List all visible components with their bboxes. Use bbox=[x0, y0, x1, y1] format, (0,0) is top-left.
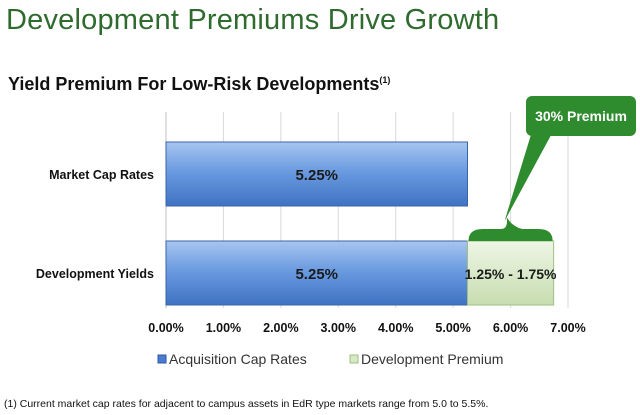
bar-acquisition-cap-rate bbox=[165, 141, 468, 207]
x-tick-label: 1.00% bbox=[206, 321, 241, 335]
category-label: Development Yields bbox=[36, 267, 154, 281]
callout-pointer bbox=[504, 136, 551, 221]
x-tick-label: 6.00% bbox=[493, 321, 528, 335]
bar-data-label: 5.25% bbox=[295, 266, 338, 283]
bar-development-premium bbox=[467, 240, 555, 306]
x-tick-label: 4.00% bbox=[378, 321, 413, 335]
x-tick-label: 3.00% bbox=[321, 321, 356, 335]
category-label: Market Cap Rates bbox=[49, 168, 154, 182]
callout-brace bbox=[468, 217, 553, 241]
slide-title: Development Premiums Drive Growth bbox=[6, 4, 500, 36]
legend-swatch bbox=[349, 354, 359, 364]
x-tick-label: 0.00% bbox=[148, 321, 183, 335]
x-tick-label: 2.00% bbox=[263, 321, 298, 335]
callout-text: 30% Premium bbox=[535, 108, 627, 124]
callout-box bbox=[526, 96, 636, 136]
legend-label: Acquisition Cap Rates bbox=[169, 351, 307, 367]
bar-chart: 0.00% 1.00% 2.00% 3.00% 4.00% 5.00% 6.00% 7.00%… bbox=[36, 96, 636, 367]
legend-label: Development Premium bbox=[361, 351, 503, 367]
bar-data-label: 5.25% bbox=[295, 167, 338, 184]
bar-data-label: 1.25% - 1.75% bbox=[465, 266, 557, 282]
footnote: (1) Current market cap rates for adjacen… bbox=[4, 398, 489, 410]
x-tick-label: 5.00% bbox=[435, 321, 470, 335]
legend-swatch bbox=[157, 354, 167, 364]
x-tick-label: 7.00% bbox=[550, 321, 585, 335]
chart-title: Yield Premium For Low-Risk Developments(… bbox=[8, 74, 390, 95]
chart-title-text: Yield Premium For Low-Risk Developments bbox=[8, 74, 380, 94]
chart-title-footnote-marker: (1) bbox=[379, 75, 391, 85]
